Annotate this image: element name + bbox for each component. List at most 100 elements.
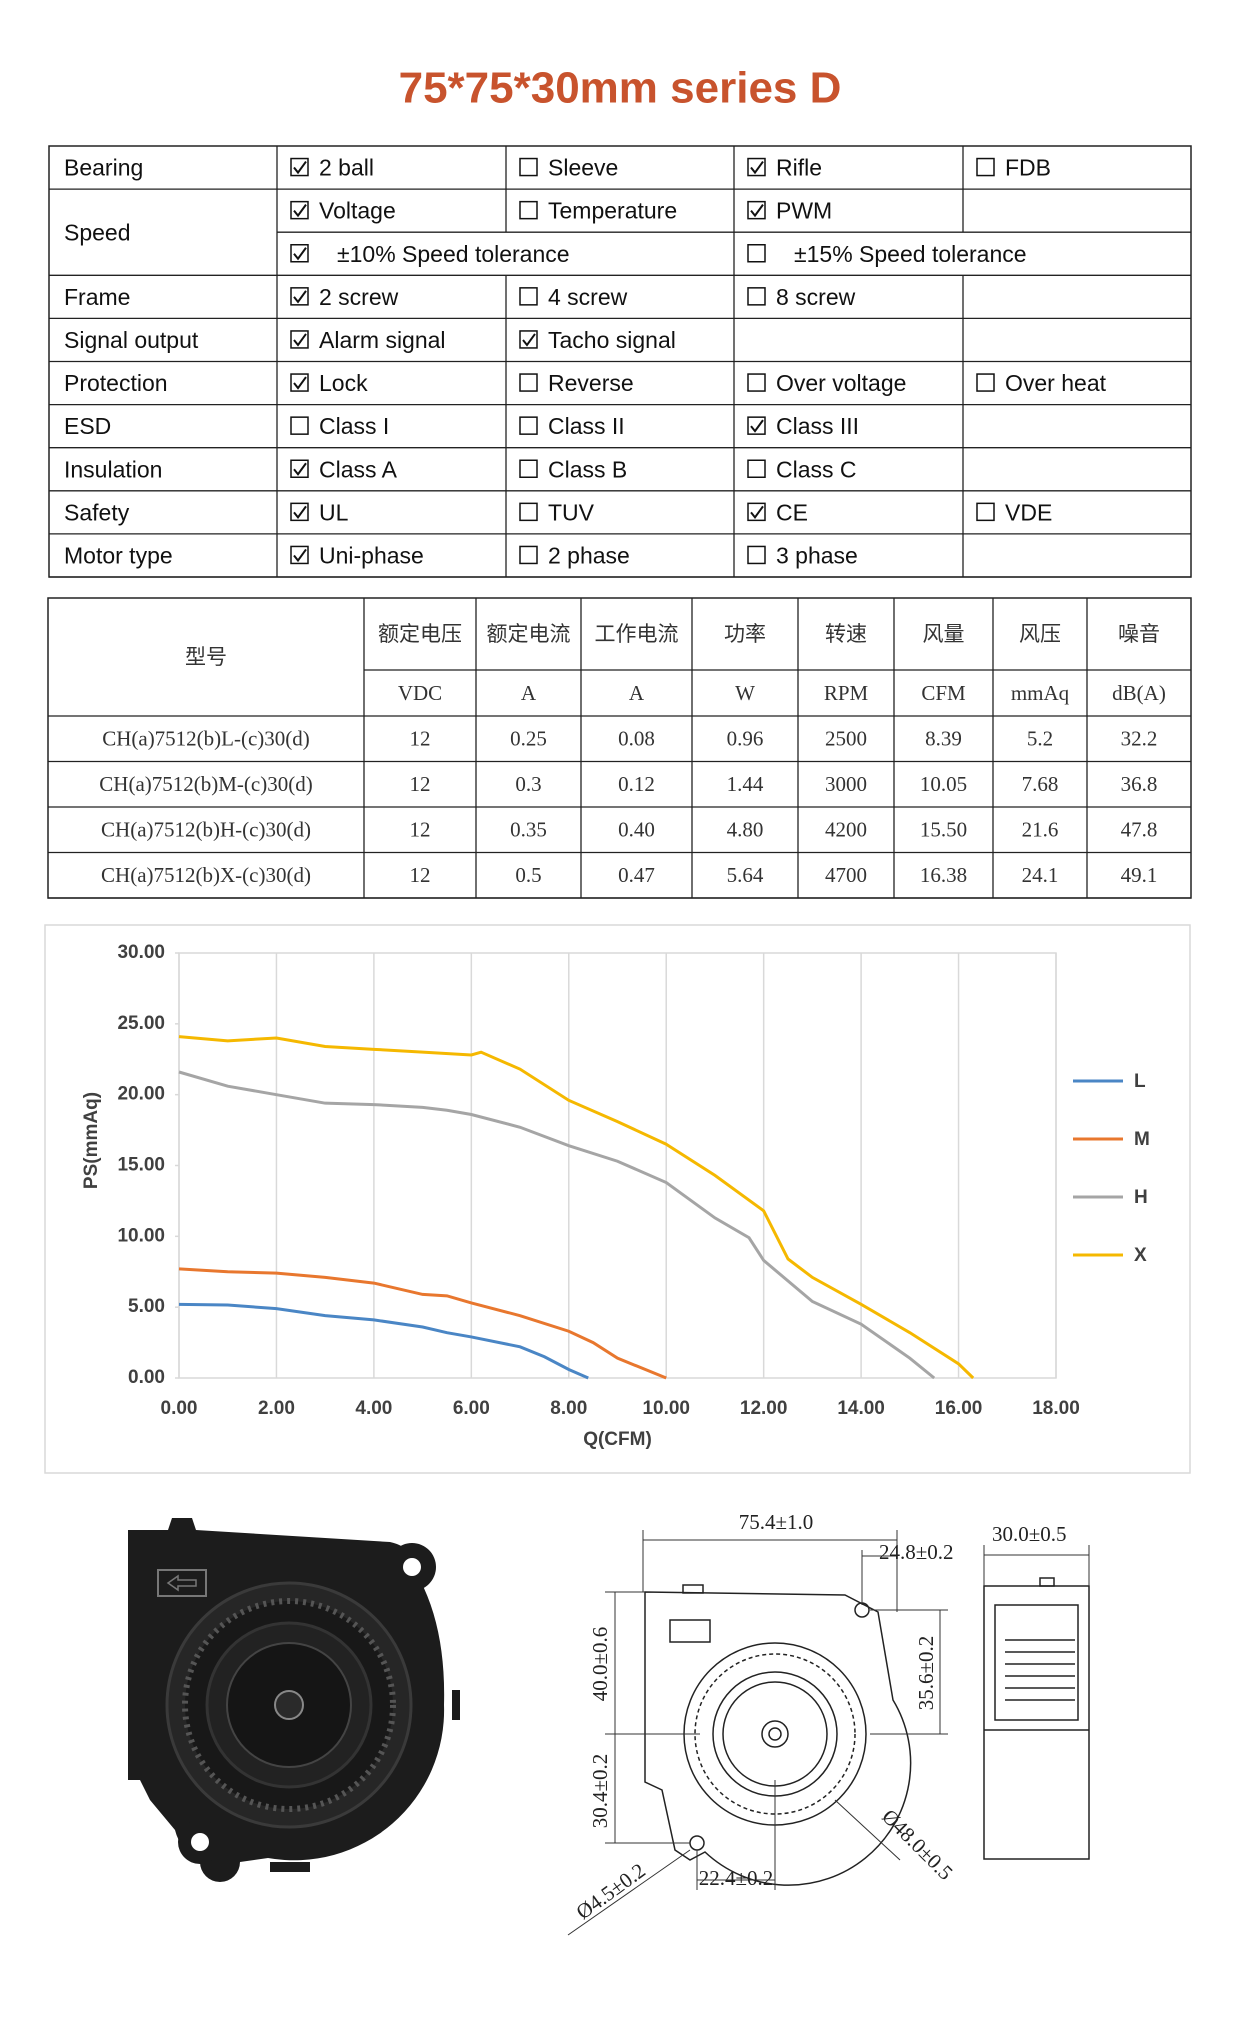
x-tick-label: 8.00 [550,1398,587,1419]
header-cell: 风量 [923,622,965,646]
y-tick-label: 25.00 [117,1013,165,1034]
option-label: Over voltage [776,370,906,396]
checkbox [976,502,995,522]
legend-label: M [1134,1129,1150,1150]
table-cell: 5.64 [727,863,764,887]
header-cell: 功率 [724,622,766,646]
checkbox [290,545,309,565]
row-label: Speed [64,219,131,245]
table-cell: 12 [410,863,431,887]
x-tick-label: 16.00 [935,1398,983,1419]
check-mark [750,419,764,433]
table-cell: 10.05 [920,772,967,796]
title: 75*75*30mm series D [399,64,842,113]
option-label: Class B [548,456,627,482]
option-label: ±15% Speed tolerance [794,241,1027,267]
x-tick-label: 12.00 [740,1398,788,1419]
table-cell: 0.12 [618,772,655,796]
row-label: Bearing [64,155,143,181]
check-mark [522,333,536,347]
header-cell: 额定电流 [487,622,571,646]
y-tick-label: 5.00 [128,1296,165,1317]
option-label: Alarm signal [319,327,446,353]
check-mark [293,290,307,304]
check-mark [293,333,307,347]
checkbox [976,157,995,177]
unit-cell: A [521,681,537,705]
x-tick-label: 0.00 [161,1398,198,1419]
option-label: 2 ball [319,155,374,181]
checkbox [747,502,766,522]
checkbox [747,373,766,392]
checkbox [747,459,766,478]
table-cell: 12 [410,772,431,796]
series-line [178,1302,589,1380]
row-label: Signal output [64,327,199,353]
option-label: Voltage [319,198,396,224]
unit-cell: RPM [824,681,869,705]
option-label: VDE [1005,499,1052,525]
checkbox [747,287,766,306]
header-cell: 型号 [185,645,227,669]
checkbox [290,200,309,220]
x-tick-label: 6.00 [453,1398,490,1419]
table-cell: 0.47 [618,863,655,887]
checkbox [290,459,309,478]
checkbox [290,330,309,349]
checkbox [290,502,309,522]
check-mark [293,505,307,519]
dimension-label: Ø4.5±0.2 [572,1858,650,1924]
y-axis-title: PS(mmAq) [81,1092,102,1189]
table-cell: 4200 [825,818,867,842]
x-axis-title: Q(CFM) [583,1429,652,1450]
unit-cell: W [735,681,755,705]
table-cell: 0.5 [515,863,541,887]
option-label: 4 screw [548,284,628,310]
unit-cell: mmAq [1011,681,1070,705]
x-tick-label: 14.00 [837,1398,885,1419]
spec-table-border [48,145,1192,578]
checkbox [747,157,766,177]
dimension-label: 75.4±1.0 [739,1510,814,1534]
check-mark [293,247,307,261]
option-label: Temperature [548,198,677,224]
option-label: Class II [548,413,625,439]
row-label: Protection [64,370,168,396]
check-mark [750,160,764,175]
checkbox [519,502,538,522]
table-cell: 5.2 [1027,727,1053,751]
table-cell: 4.80 [727,818,764,842]
checkbox [747,416,766,435]
dimension-label: Ø48.0±0.5 [877,1804,957,1884]
header-cell: 风压 [1019,622,1061,646]
checkbox [976,373,995,392]
checkbox [747,244,766,263]
row-label: Insulation [64,456,162,482]
y-tick-label: 0.00 [128,1367,165,1388]
row-label: Motor type [64,543,173,569]
checkbox [747,200,766,220]
option-label: UL [319,499,349,525]
table-cell: CH(a)7512(b)L-(c)30(d) [102,727,310,751]
table-cell: 4700 [825,863,867,887]
table-cell: 0.08 [618,727,655,751]
option-label: 2 phase [548,543,630,569]
legend-label: H [1134,1187,1148,1208]
check-mark [293,160,307,175]
checkbox [519,330,538,349]
checkbox [290,287,309,306]
tech-drawing [567,1530,1090,1936]
dimension-label: 35.6±0.2 [914,1636,938,1711]
table-cell: 16.38 [920,863,967,887]
table-cell: 21.6 [1022,818,1059,842]
checkbox [519,416,538,435]
chart-frame [44,924,1191,1474]
y-tick-label: 10.00 [117,1225,165,1246]
checkbox [519,157,538,177]
option-label: Lock [319,370,368,396]
check-mark [750,505,764,519]
check-mark [293,204,307,218]
row-label: Frame [64,284,130,310]
table-cell: CH(a)7512(b)H-(c)30(d) [101,818,311,842]
